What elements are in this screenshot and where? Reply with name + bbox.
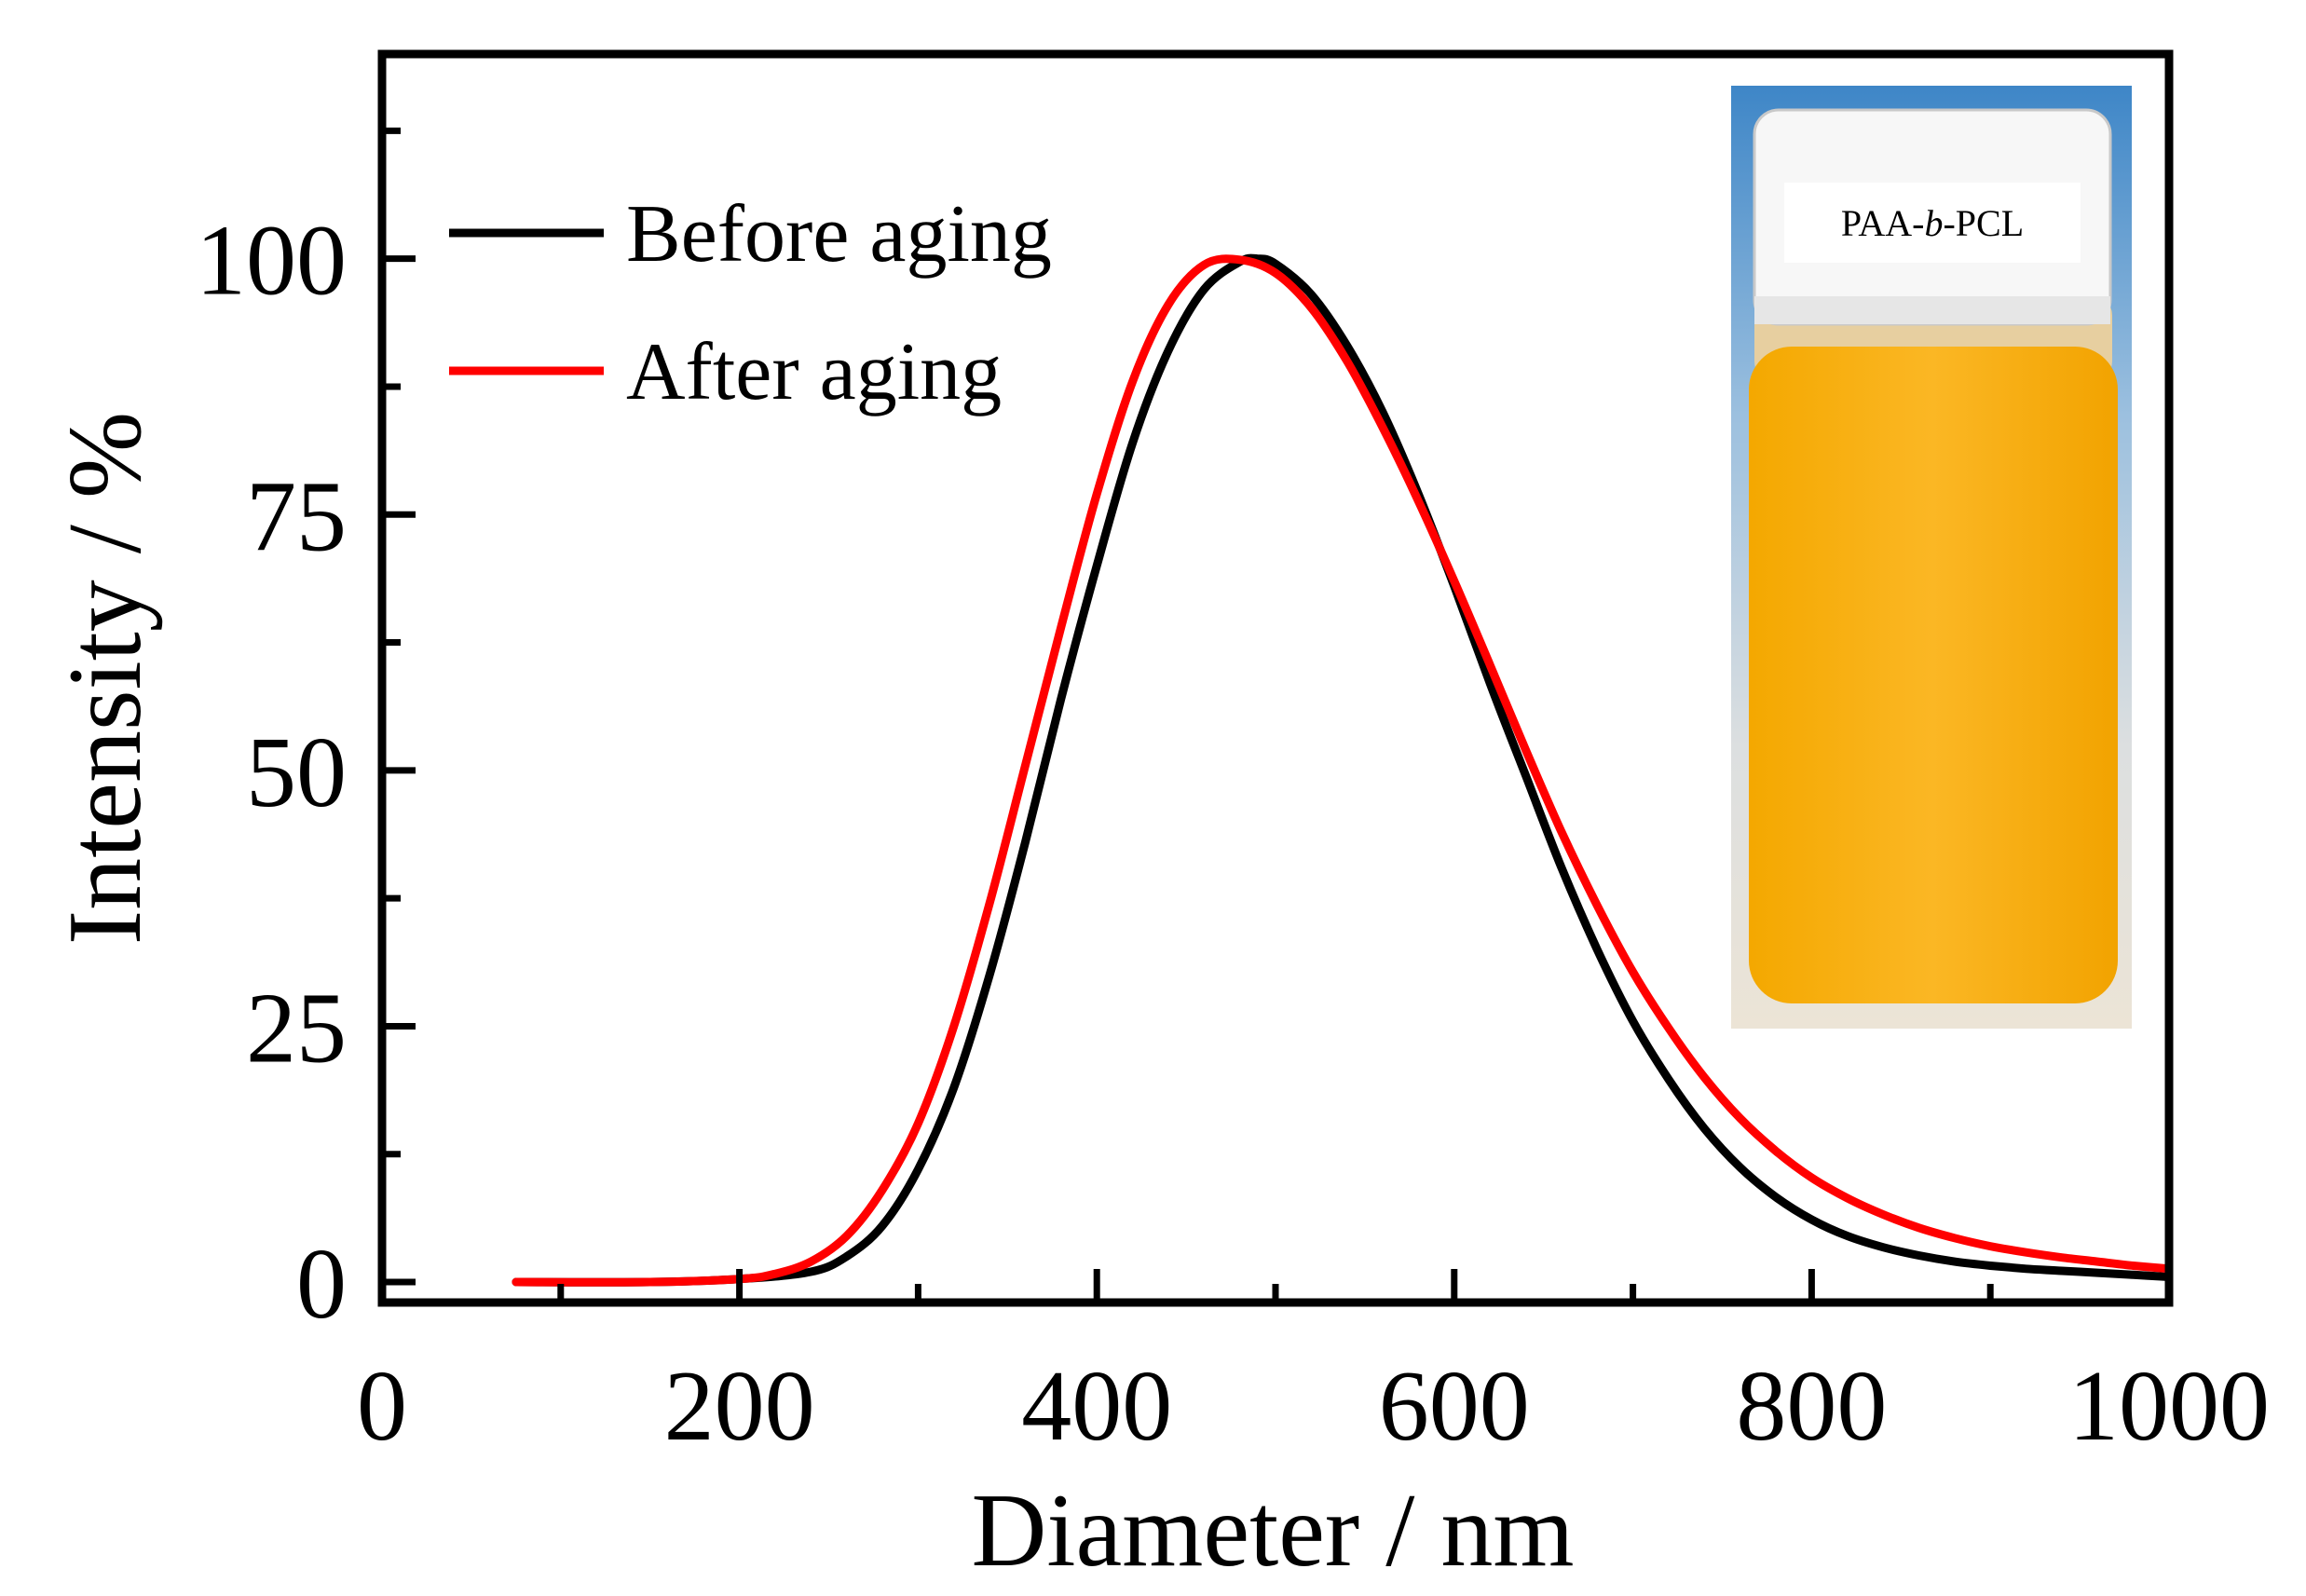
y-axis-title: Intensity / % xyxy=(48,412,163,945)
legend-label-after-aging: After aging xyxy=(626,327,1002,417)
x-tick-label: 200 xyxy=(664,1351,815,1462)
x-tick-label: 400 xyxy=(1021,1351,1172,1462)
y-tick-label: 75 xyxy=(246,461,347,572)
axis-ticks xyxy=(382,127,1994,1303)
y-tick-label: 50 xyxy=(246,717,347,828)
x-tick-label: 800 xyxy=(1736,1351,1887,1462)
inset-photo: PAA-b-PCL xyxy=(1731,86,2132,1029)
inset-label-italic: b xyxy=(1924,202,1943,244)
series-line-before-aging xyxy=(512,253,2169,1287)
legend: Before aging After aging xyxy=(449,189,1052,417)
x-tick-label: 1000 xyxy=(2068,1351,2270,1462)
axis-tick-labels: 0 200 400 600 800 1000 0 25 50 75 100 xyxy=(196,206,2270,1462)
x-axis-title: Diameter / nm xyxy=(972,1473,1575,1589)
y-tick-label: 0 xyxy=(296,1229,347,1340)
series-line-after-aging xyxy=(512,254,2169,1287)
inset-label-box xyxy=(1784,183,2081,263)
vial-liquid xyxy=(1749,347,2118,1003)
x-tick-label: 0 xyxy=(357,1351,407,1462)
y-tick-label: 100 xyxy=(196,206,347,317)
inset-label-suffix: -PCL xyxy=(1943,202,2024,244)
inset-label: PAA-b-PCL xyxy=(1841,202,2024,244)
x-tick-label: 600 xyxy=(1379,1351,1530,1462)
legend-label-before-aging: Before aging xyxy=(626,189,1052,280)
inset-label-prefix: PAA- xyxy=(1841,202,1925,244)
vial-cap-ring xyxy=(1754,296,2110,324)
y-tick-label: 25 xyxy=(246,973,347,1084)
